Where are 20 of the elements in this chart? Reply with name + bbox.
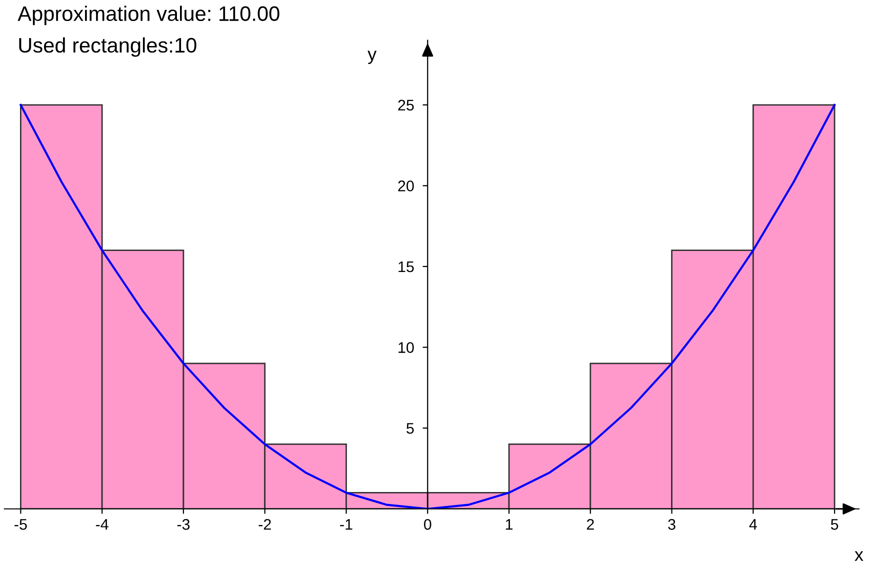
- x-tick-label: 2: [586, 519, 594, 530]
- x-tick-label: 3: [668, 519, 676, 530]
- chart-subtitle: Used rectangles:10: [19, 37, 196, 57]
- chart-title: Approximation value: 110.00: [18, 6, 280, 26]
- y-tick-label: 10: [398, 342, 414, 353]
- x-tick-label: -3: [177, 519, 190, 530]
- x-tick-label: -1: [340, 519, 352, 530]
- y-tick-label: 5: [406, 423, 414, 434]
- x-tick-label: -5: [14, 519, 27, 530]
- x-axis-title: x: [854, 551, 864, 561]
- y-tick-label: 25: [398, 100, 414, 111]
- x-tick-label: -2: [258, 519, 271, 530]
- y-tick-label: 15: [398, 262, 414, 272]
- y-tick-label: 20: [398, 180, 414, 192]
- x-tick-label: 1: [506, 519, 513, 530]
- x-tick-label: 5: [830, 519, 838, 530]
- x-tick-label: 4: [749, 519, 757, 530]
- x-tick-label: 0: [424, 519, 432, 530]
- x-tick-label: -4: [96, 519, 108, 530]
- y-axis-title: y: [368, 50, 377, 64]
